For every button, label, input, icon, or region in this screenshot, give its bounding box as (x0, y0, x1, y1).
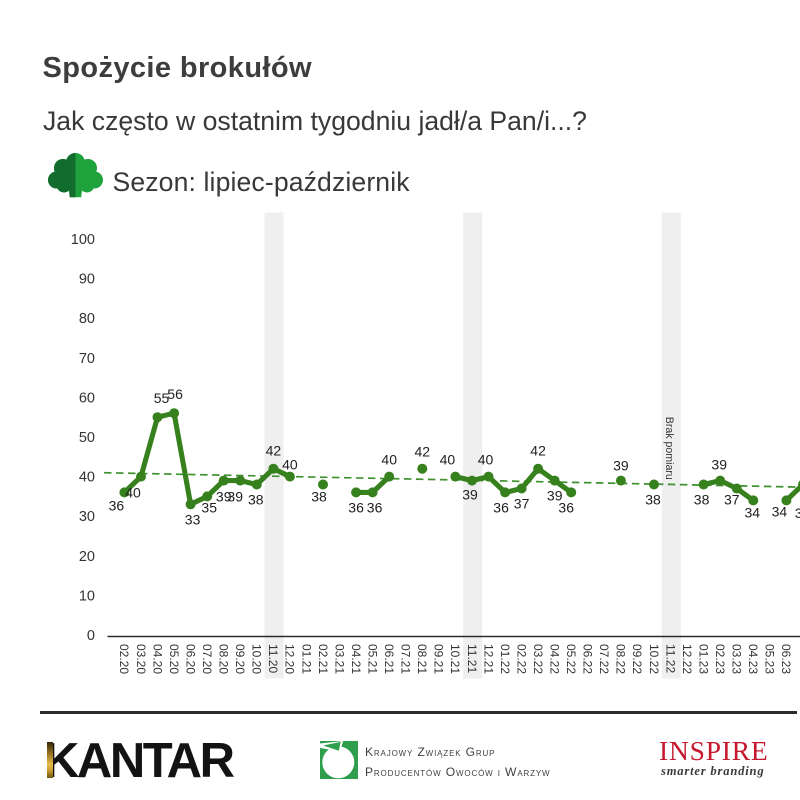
svg-text:12.21: 12.21 (481, 644, 495, 674)
svg-text:08.22: 08.22 (614, 644, 628, 674)
svg-text:40: 40 (381, 452, 397, 468)
svg-text:0: 0 (87, 628, 95, 644)
svg-text:36: 36 (367, 499, 383, 515)
svg-text:09.21: 09.21 (432, 644, 446, 674)
svg-text:42: 42 (415, 444, 431, 460)
svg-text:34: 34 (745, 504, 761, 520)
svg-text:55: 55 (154, 390, 170, 406)
svg-text:36: 36 (558, 499, 574, 515)
svg-text:39: 39 (227, 489, 243, 505)
svg-text:06.23: 06.23 (779, 644, 793, 674)
svg-text:40: 40 (125, 485, 141, 501)
svg-text:02.22: 02.22 (514, 644, 528, 674)
svg-text:12.20: 12.20 (283, 644, 297, 674)
svg-text:10.20: 10.20 (250, 644, 264, 674)
svg-text:50: 50 (79, 430, 95, 446)
svg-text:42: 42 (530, 443, 546, 459)
svg-text:11.20: 11.20 (266, 644, 280, 673)
svg-text:10.22: 10.22 (647, 644, 661, 674)
svg-text:11.22: 11.22 (663, 644, 677, 673)
svg-text:05.20: 05.20 (167, 644, 181, 674)
svg-text:12.22: 12.22 (680, 644, 694, 674)
svg-text:10.21: 10.21 (448, 644, 462, 674)
svg-text:08.21: 08.21 (415, 644, 429, 674)
svg-text:39: 39 (795, 505, 800, 521)
svg-text:04.21: 04.21 (349, 644, 363, 674)
svg-text:80: 80 (79, 311, 95, 327)
svg-text:06.22: 06.22 (581, 644, 595, 674)
svg-text:39: 39 (547, 488, 563, 504)
svg-text:70: 70 (79, 351, 95, 367)
svg-text:05.23: 05.23 (763, 644, 777, 674)
svg-text:38: 38 (645, 492, 661, 508)
svg-text:02.23: 02.23 (713, 644, 727, 674)
svg-text:03.20: 03.20 (134, 644, 148, 674)
svg-text:90: 90 (79, 272, 95, 288)
svg-text:10: 10 (79, 588, 95, 604)
svg-text:08.20: 08.20 (217, 644, 231, 674)
svg-text:37: 37 (724, 492, 740, 508)
svg-text:100: 100 (71, 232, 95, 248)
svg-text:40: 40 (478, 452, 494, 468)
svg-text:01.21: 01.21 (299, 644, 313, 674)
svg-text:04.20: 04.20 (150, 644, 164, 674)
svg-text:04.22: 04.22 (548, 644, 562, 674)
svg-text:42: 42 (266, 443, 282, 459)
svg-text:38: 38 (248, 492, 264, 508)
svg-text:40: 40 (440, 452, 456, 468)
svg-text:56: 56 (167, 386, 183, 402)
svg-text:01.22: 01.22 (498, 644, 512, 674)
svg-text:39: 39 (711, 457, 727, 473)
svg-text:02.20: 02.20 (117, 644, 131, 674)
svg-text:36: 36 (493, 499, 509, 515)
svg-text:39: 39 (216, 489, 232, 505)
svg-text:07.21: 07.21 (399, 644, 413, 674)
svg-text:37: 37 (514, 496, 530, 512)
svg-text:05.21: 05.21 (365, 644, 379, 674)
svg-text:38: 38 (311, 489, 327, 505)
svg-text:36: 36 (109, 497, 125, 513)
svg-text:06.20: 06.20 (183, 644, 197, 674)
svg-text:35: 35 (201, 499, 217, 515)
svg-text:20: 20 (79, 549, 95, 565)
svg-text:30: 30 (79, 509, 95, 525)
svg-text:39: 39 (613, 458, 629, 474)
svg-text:11.21: 11.21 (465, 644, 479, 673)
svg-text:07.20: 07.20 (200, 644, 214, 674)
svg-text:03.22: 03.22 (531, 644, 545, 674)
svg-text:38: 38 (694, 492, 710, 508)
svg-text:01.23: 01.23 (696, 644, 710, 674)
svg-text:03.21: 03.21 (332, 644, 346, 674)
svg-text:04.23: 04.23 (746, 644, 760, 674)
svg-text:09.20: 09.20 (233, 644, 247, 674)
svg-text:06.21: 06.21 (382, 644, 396, 674)
svg-text:07.22: 07.22 (597, 644, 611, 674)
svg-text:09.22: 09.22 (630, 644, 644, 674)
svg-text:02.21: 02.21 (316, 644, 330, 674)
svg-text:60: 60 (79, 390, 95, 406)
svg-text:36: 36 (348, 499, 364, 515)
svg-text:39: 39 (462, 487, 478, 503)
svg-text:34: 34 (772, 503, 788, 519)
svg-text:40: 40 (282, 457, 298, 473)
svg-text:03.23: 03.23 (730, 644, 744, 674)
svg-text:40: 40 (79, 470, 95, 486)
svg-text:33: 33 (185, 511, 201, 527)
svg-text:Brak pomiaru: Brak pomiaru (663, 417, 675, 480)
svg-text:05.22: 05.22 (564, 644, 578, 674)
